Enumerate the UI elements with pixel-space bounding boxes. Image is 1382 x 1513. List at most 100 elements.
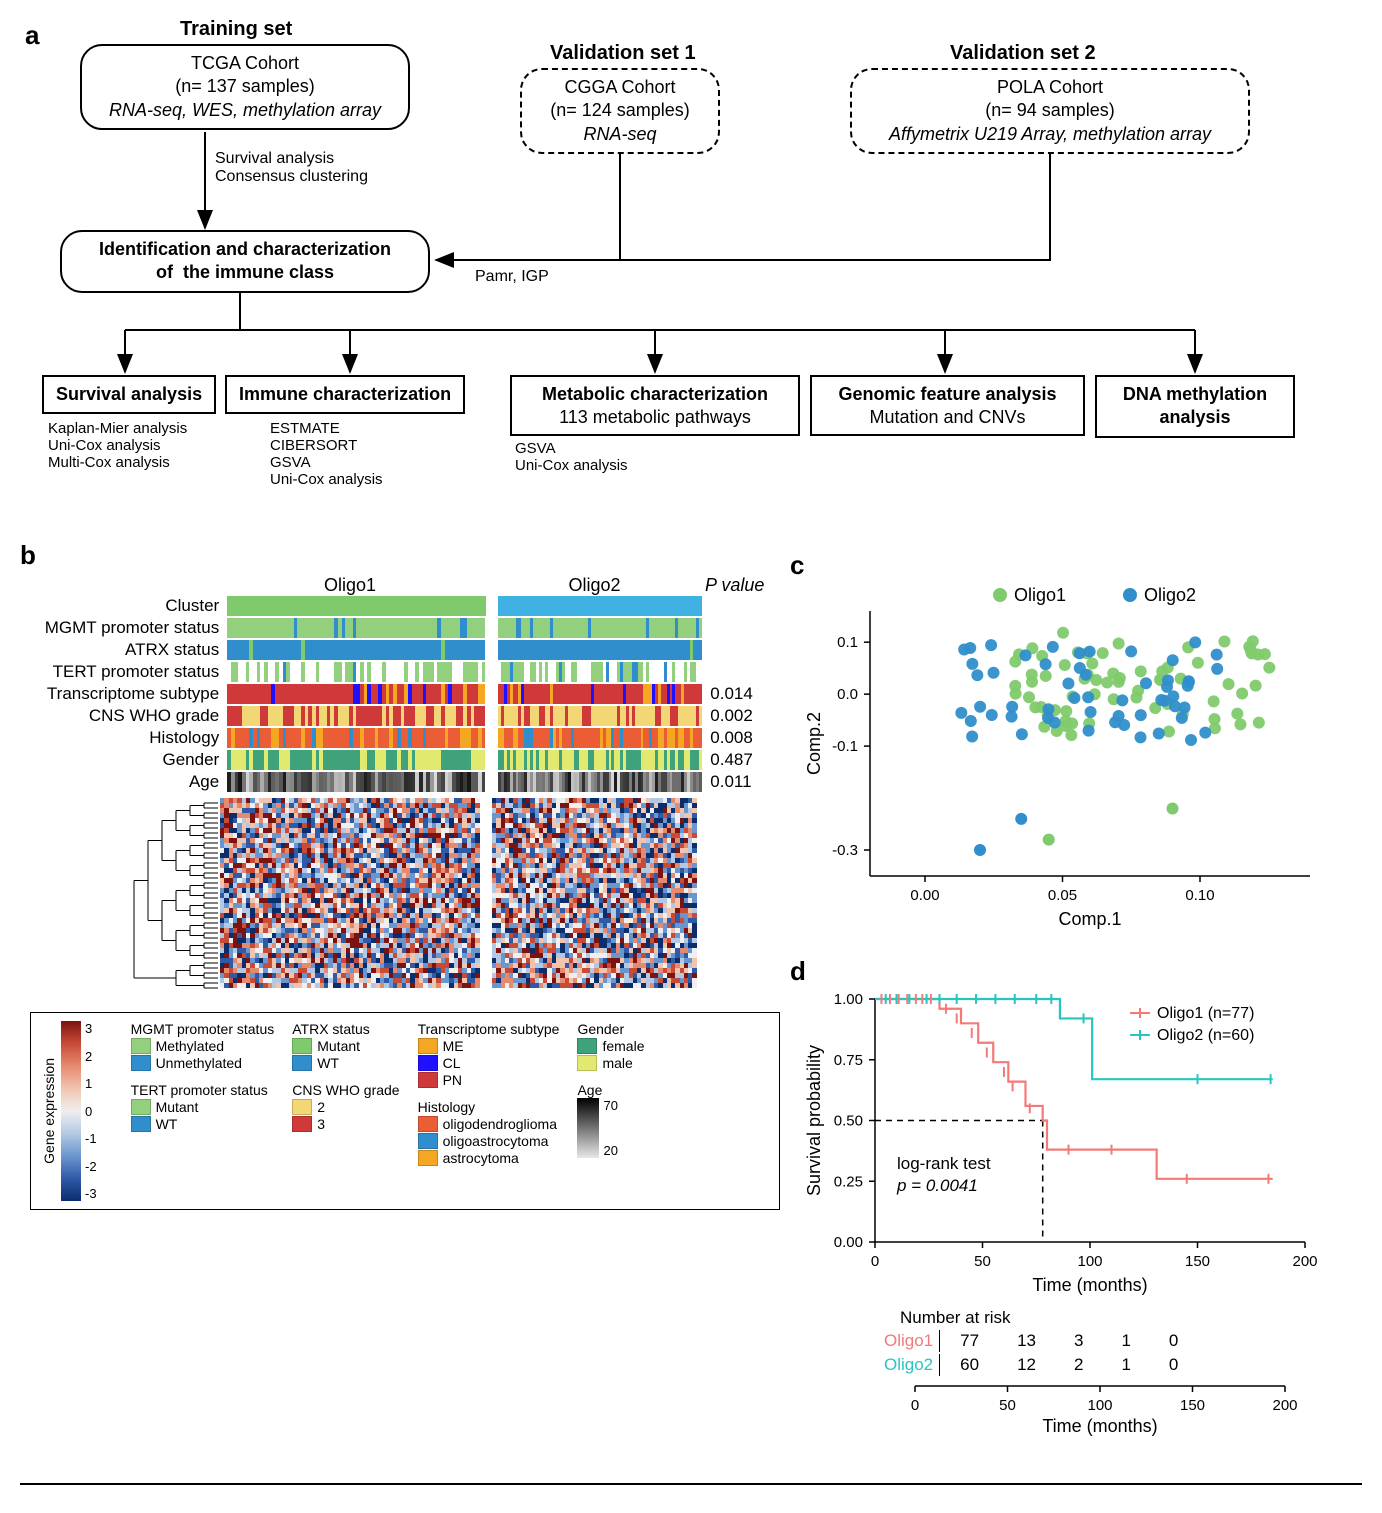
track-row: CNS WHO grade0.002 <box>20 706 780 726</box>
track-bar <box>227 728 486 748</box>
track-row: MGMT promoter status <box>20 618 780 638</box>
heatmap-group-header: Oligo1 Oligo2 P value <box>220 575 780 596</box>
track-label: TERT promoter status <box>20 662 227 682</box>
km-plot: 0501001502000.000.250.500.751.00Time (mo… <box>800 987 1320 1297</box>
track-label: Gender <box>20 750 227 770</box>
out3-box: Metabolic characterization 113 metabolic… <box>510 375 800 436</box>
track-row: Cluster <box>20 596 780 616</box>
val2-line3: Affymetrix U219 Array, methylation array <box>889 124 1211 144</box>
legend-group: Histologyoligodendrogliomaoligoastrocyto… <box>418 1099 560 1167</box>
panel-d-label: d <box>790 956 1330 987</box>
panel-d: d 0501001502000.000.250.500.751.00Time (… <box>800 956 1340 1443</box>
pval-header: P value <box>697 575 775 596</box>
out5-title: DNA methylation analysis <box>1123 384 1267 427</box>
track-row: ATRX status <box>20 640 780 660</box>
legend-group: CNS WHO grade23 <box>292 1082 399 1133</box>
track-label: Histology <box>20 728 227 748</box>
val2-line1: POLA Cohort <box>997 77 1103 97</box>
ident-text: Identification and characterization of t… <box>99 239 391 282</box>
out4-title2: Mutation and CNVs <box>869 407 1025 427</box>
legend-group: MGMT promoter statusMethylatedUnmethylat… <box>131 1021 275 1072</box>
panel-a-flowchart: a Training set Validation set 1 Validati… <box>20 20 1362 540</box>
track-bar <box>498 750 702 770</box>
svg-text:0.1: 0.1 <box>837 634 858 651</box>
heatmap-body <box>80 798 780 998</box>
track-bar <box>498 772 702 792</box>
out2-box: Immune characterization <box>225 375 465 414</box>
svg-text:-0.3: -0.3 <box>832 842 858 859</box>
dendrogram <box>80 798 220 998</box>
svg-text:Oligo1 (n=77): Oligo1 (n=77) <box>1157 1005 1254 1022</box>
track-row: Histology 0.008 <box>20 728 780 748</box>
gene-expr-colorbar: Gene expression 3210-1-2-3 <box>41 1021 113 1201</box>
legend-age: Age7020 <box>577 1082 644 1158</box>
training-heading: Training set <box>180 18 292 41</box>
track-bar <box>227 750 486 770</box>
track-label: Transcriptome subtype <box>20 684 227 704</box>
svg-text:200: 200 <box>1292 1253 1317 1270</box>
svg-text:0.0: 0.0 <box>837 686 858 703</box>
out1-sub: Kaplan-Mier analysis Uni-Cox analysis Mu… <box>48 420 187 471</box>
legend-group: Genderfemalemale <box>577 1021 644 1072</box>
out3-sub: GSVA Uni-Cox analysis <box>515 440 628 474</box>
track-row: TERT promoter status <box>20 662 780 682</box>
risk-table: Oligo17713310Oligo26012210 <box>864 1328 1198 1378</box>
track-bar <box>498 728 702 748</box>
track-pvalue: 0.008 <box>702 728 780 748</box>
svg-text:150: 150 <box>1185 1253 1210 1270</box>
group2-label: Oligo2 <box>492 575 697 596</box>
track-label: Age <box>20 772 227 792</box>
heatmap-grid <box>220 798 697 998</box>
svg-text:Oligo1: Oligo1 <box>1014 585 1066 605</box>
track-bar <box>498 596 702 616</box>
out2-sub: ESTMATE CIBERSORT GSVA Uni-Cox analysis <box>270 420 383 488</box>
track-bar <box>227 684 486 704</box>
training-line1: TCGA Cohort <box>191 53 299 73</box>
track-bar <box>227 706 486 726</box>
annotation-tracks: ClusterMGMT promoter statusATRX statusTE… <box>20 596 780 792</box>
track-bar <box>498 684 702 704</box>
track-label: Cluster <box>20 596 227 616</box>
pamr-annot: Pamr, IGP <box>475 268 549 286</box>
svg-text:Comp.1: Comp.1 <box>1058 909 1121 929</box>
track-bar <box>227 640 486 660</box>
panel-c: c 0.000.050.10-0.3-0.10.00.1Comp.1Comp.2… <box>800 550 1340 936</box>
out2-title: Immune characterization <box>239 384 451 404</box>
track-bar <box>498 662 702 682</box>
svg-text:Survival probability: Survival probability <box>804 1045 824 1196</box>
svg-text:150: 150 <box>1180 1397 1205 1414</box>
svg-text:0.75: 0.75 <box>834 1052 863 1069</box>
svg-text:0.00: 0.00 <box>834 1234 863 1251</box>
track-bar <box>498 640 702 660</box>
svg-text:Time (months): Time (months) <box>1042 1416 1157 1436</box>
legend-group: Transcriptome subtypeMECLPN <box>418 1021 560 1089</box>
legend-group: TERT promoter statusMutantWT <box>131 1082 275 1133</box>
svg-text:0.50: 0.50 <box>834 1113 863 1130</box>
track-bar <box>227 772 486 792</box>
out1-box: Survival analysis <box>42 375 216 414</box>
svg-text:1.00: 1.00 <box>834 991 863 1008</box>
svg-text:p = 0.0041: p = 0.0041 <box>896 1176 978 1195</box>
out3-title2: 113 metabolic pathways <box>559 407 751 427</box>
svg-text:100: 100 <box>1087 1397 1112 1414</box>
svg-text:200: 200 <box>1272 1397 1297 1414</box>
val1-line2: (n= 124 samples) <box>550 100 690 120</box>
out5-box: DNA methylation analysis <box>1095 375 1295 438</box>
training-line2: (n= 137 samples) <box>175 76 315 96</box>
panel-c-label: c <box>790 550 1330 581</box>
track-bar <box>498 706 702 726</box>
svg-text:Oligo2: Oligo2 <box>1144 585 1196 605</box>
scatter-plot: 0.000.050.10-0.3-0.10.00.1Comp.1Comp.2Ol… <box>800 581 1320 931</box>
svg-text:0: 0 <box>911 1397 919 1414</box>
colorbar-label: Gene expression <box>41 1058 57 1164</box>
svg-text:50: 50 <box>974 1253 991 1270</box>
track-bar <box>227 618 486 638</box>
track-pvalue: 0.487 <box>702 750 780 770</box>
panel-b: b Oligo1 Oligo2 P value ClusterMGMT prom… <box>20 540 780 1210</box>
val1-line1: CGGA Cohort <box>564 77 675 97</box>
panel-a-label: a <box>25 20 39 51</box>
val1-heading: Validation set 1 <box>550 42 696 65</box>
legend-group: ATRX statusMutantWT <box>292 1021 399 1072</box>
out3-title: Metabolic characterization <box>542 384 768 404</box>
track-row: Age0.011 <box>20 772 780 792</box>
